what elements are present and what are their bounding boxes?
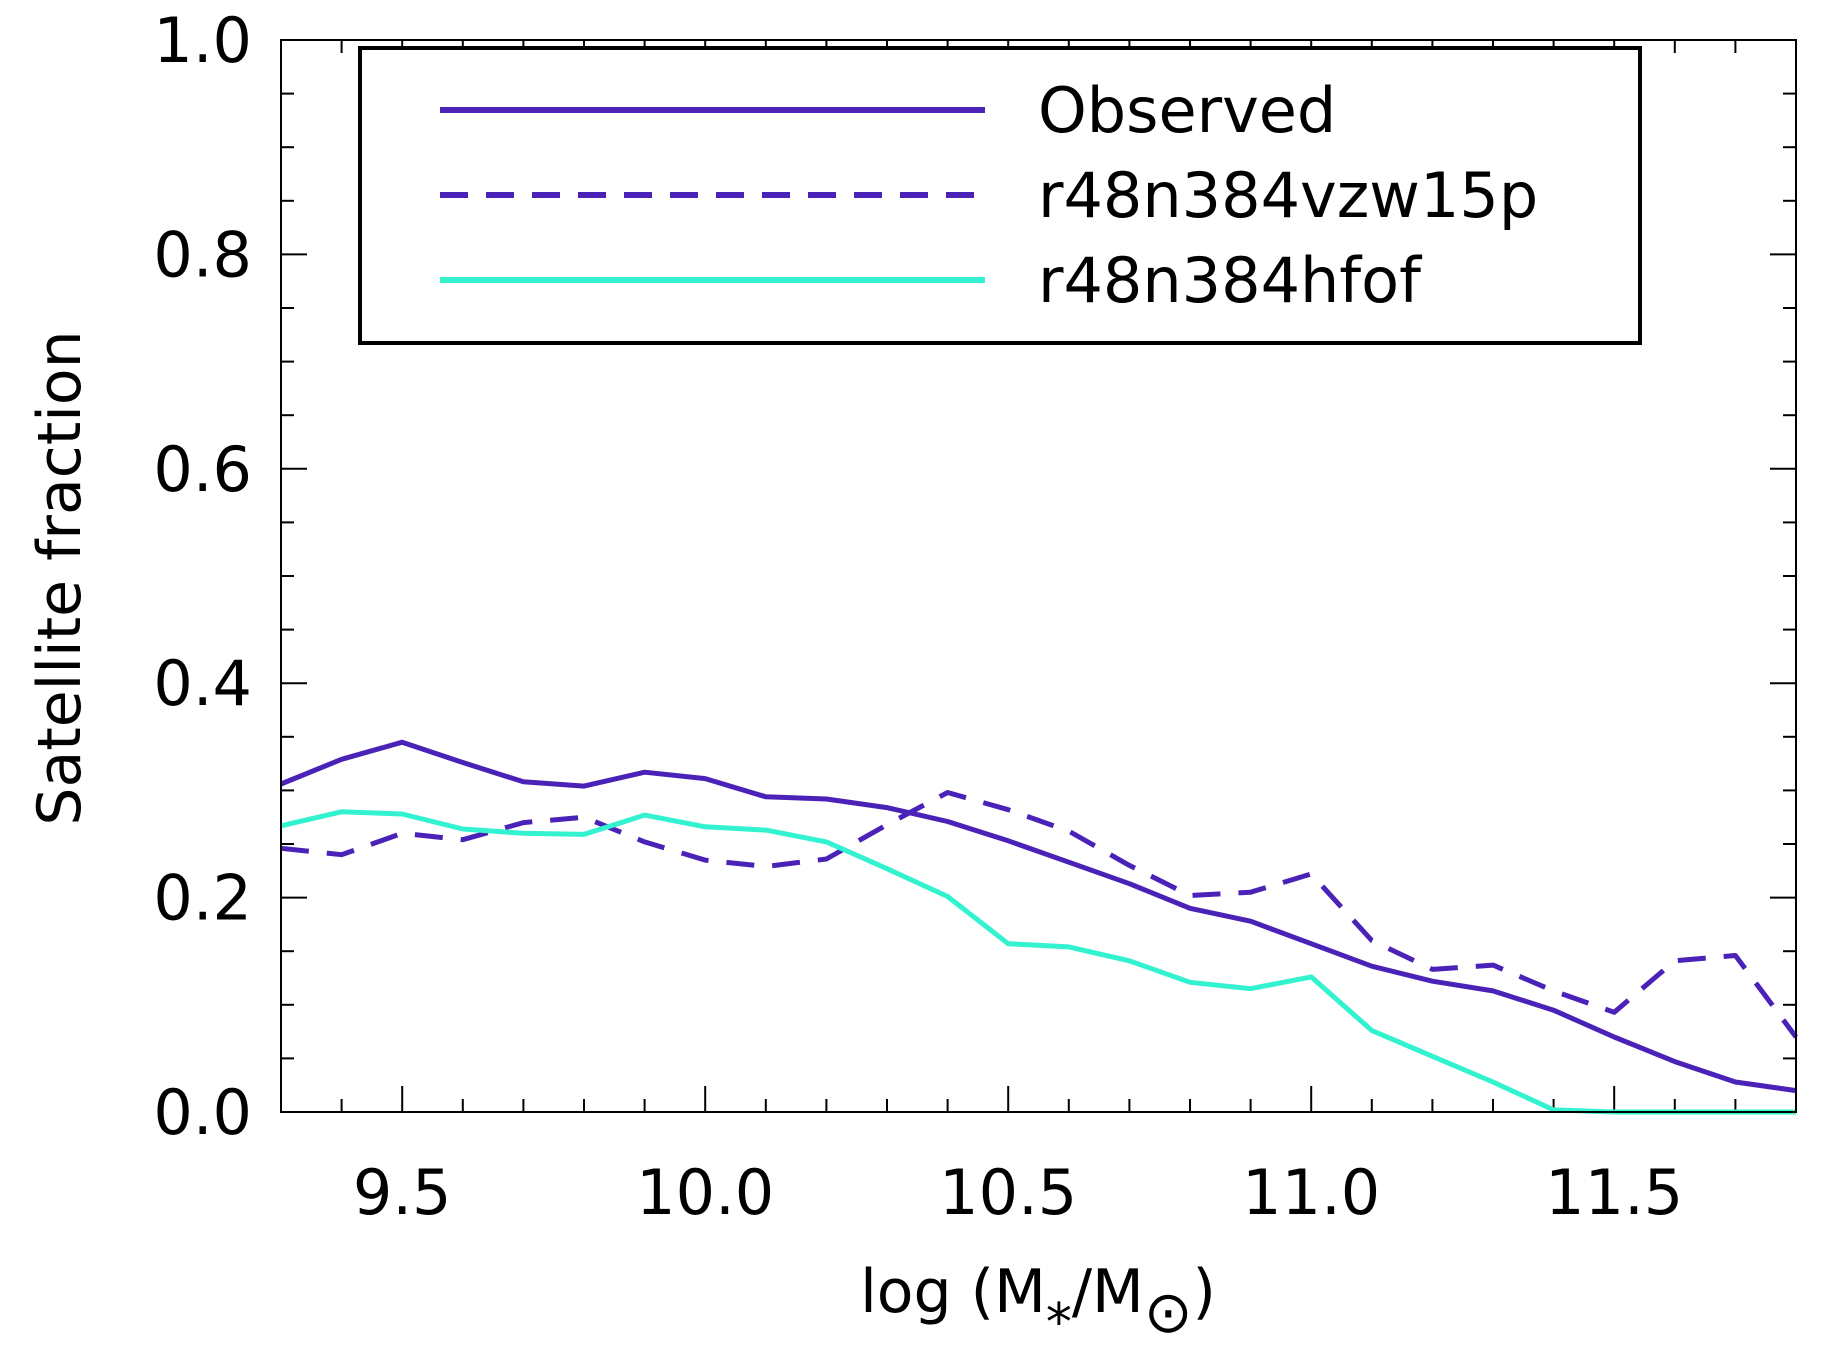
y-tick-label: 0.8 bbox=[153, 218, 252, 291]
legend-label-observed: Observed bbox=[1038, 74, 1336, 147]
series-layer bbox=[280, 739, 1799, 1115]
series-line-r48n384hfof bbox=[280, 809, 1796, 1115]
x-tick-label: 11.5 bbox=[1545, 1156, 1683, 1229]
x-axis-title-sun-symbol: ⊙ bbox=[1144, 1278, 1193, 1346]
x-axis-title: log (M*/M⊙) bbox=[860, 1257, 1216, 1348]
y-tick-label: 1.0 bbox=[153, 4, 252, 77]
y-tick-labels: 0.0 0.2 0.4 0.6 0.8 1.0 bbox=[153, 4, 252, 1149]
x-axis-title-main: log (M bbox=[860, 1257, 1046, 1327]
y-axis-title: Satellite fraction bbox=[25, 330, 95, 825]
x-tick-label: 9.5 bbox=[353, 1156, 452, 1229]
x-tick-label: 10.0 bbox=[636, 1156, 774, 1229]
y-tick-label: 0.6 bbox=[153, 433, 252, 506]
series-line-r48n384vzw15p bbox=[280, 790, 1799, 1039]
y-tick-label: 0.4 bbox=[153, 647, 252, 720]
x-tick-label: 10.5 bbox=[939, 1156, 1077, 1229]
legend-box bbox=[358, 46, 1642, 345]
x-axis-title-end: ) bbox=[1192, 1257, 1215, 1327]
x-tick-label: 11.0 bbox=[1242, 1156, 1380, 1229]
legend-label-r48n384vzw15p: r48n384vzw15p bbox=[1038, 159, 1538, 232]
legend-label-r48n384hfof: r48n384hfof bbox=[1038, 244, 1423, 317]
plot-area-frame bbox=[280, 39, 1797, 1113]
series-line-observed bbox=[280, 739, 1797, 1094]
y-tick-label: 0.2 bbox=[153, 862, 252, 935]
x-tick-labels: 9.5 10.0 10.5 11.0 11.5 bbox=[353, 1156, 1683, 1229]
y-tick-label: 0.0 bbox=[153, 1076, 252, 1149]
x-axis-title-subscript: * bbox=[1046, 1293, 1072, 1348]
legend: Observed r48n384vzw15p r48n384hfof bbox=[358, 46, 1642, 345]
legend-items: Observed r48n384vzw15p r48n384hfof bbox=[440, 74, 1538, 317]
x-axis-title-mid: /M bbox=[1072, 1257, 1144, 1327]
